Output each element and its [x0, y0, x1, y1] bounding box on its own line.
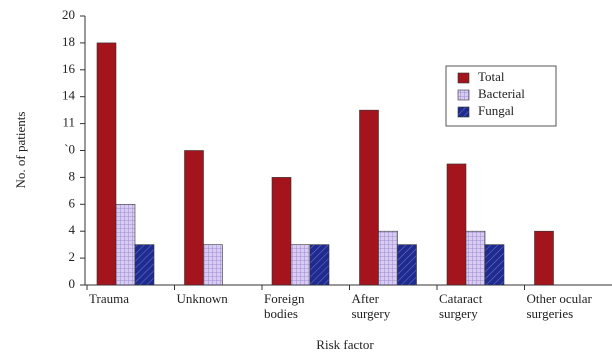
bar [290, 244, 311, 286]
bar [359, 109, 379, 286]
y-tick-label: `0 [64, 141, 75, 156]
y-tick-label: 18 [62, 34, 75, 49]
legend-swatch [457, 72, 470, 84]
bar [134, 244, 155, 286]
legend-label: Total [478, 69, 505, 84]
legend: Total Bacterial Fungal [445, 65, 557, 127]
x-tick-label: Unknown [177, 291, 229, 306]
y-tick-label: 11 [62, 115, 75, 130]
x-tick-label: Cataract surgery [439, 291, 486, 321]
x-axis-label: Risk factor [316, 337, 374, 352]
bar [378, 230, 398, 286]
x-tick-label: Foreign bodies [264, 291, 308, 321]
x-tick-label: Other ocular surgeries [527, 291, 596, 321]
bar [271, 177, 292, 286]
x-tick-label: After surgery [352, 291, 391, 321]
bar [397, 244, 417, 286]
legend-swatch [457, 106, 470, 118]
legend-label: Fungal [478, 103, 515, 118]
y-tick-label: 4 [69, 222, 76, 237]
bar [465, 230, 486, 286]
y-tick-label: 14 [62, 88, 76, 103]
y-tick-label: 0 [69, 276, 76, 291]
y-tick-label: 16 [62, 61, 76, 76]
y-axis-label: No. of patients [13, 112, 28, 189]
legend-swatch [457, 89, 470, 101]
bar [96, 42, 117, 286]
legend-label: Bacterial [478, 86, 525, 101]
y-tick-label: 20 [62, 7, 75, 22]
bar [484, 244, 505, 286]
y-tick-label: 6 [69, 195, 76, 210]
bar [309, 244, 330, 286]
bar [115, 204, 136, 286]
bar [184, 150, 204, 286]
x-tick-label: Trauma [89, 291, 129, 306]
bar [534, 230, 554, 286]
bar [203, 244, 223, 286]
bar [446, 163, 467, 286]
y-tick-label: 8 [69, 168, 76, 183]
y-tick-label: 2 [69, 249, 76, 264]
